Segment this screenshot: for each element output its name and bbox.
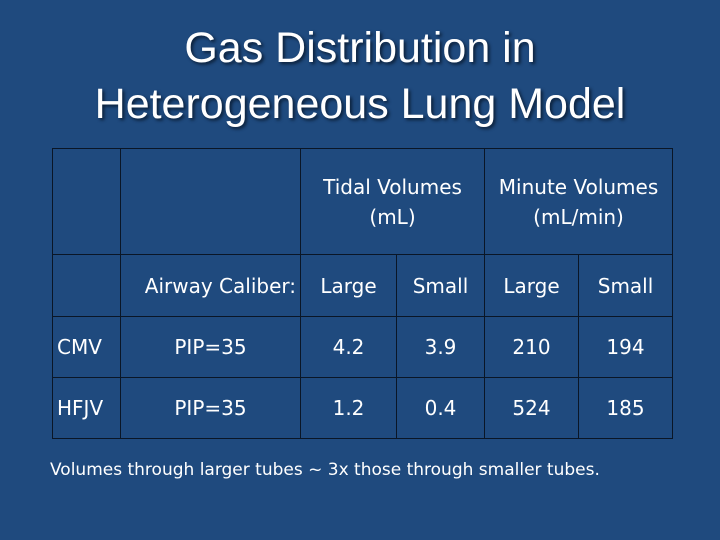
slide-title: Gas Distribution in Heterogeneous Lung M…: [0, 20, 720, 132]
tidal-volumes-unit: (mL): [369, 204, 416, 229]
minute-small-cell: 185: [578, 377, 674, 439]
tidal-volumes-header: Tidal Volumes (mL): [299, 148, 486, 255]
empty-header-cell: [120, 148, 301, 255]
empty-corner-cell: [52, 148, 121, 255]
tidal-volumes-label: Tidal Volumes: [323, 174, 462, 199]
caliber-minute-large: Large: [484, 254, 580, 317]
minute-large-cell: 524: [484, 377, 580, 439]
minute-small-cell: 194: [578, 316, 674, 378]
tidal-small-cell: 0.4: [395, 377, 486, 439]
minute-volumes-label: Minute Volumes: [498, 174, 659, 199]
header-row-caliber: Airway Caliber: Large Small Large Small: [52, 254, 674, 317]
table-row: HFJV PIP=35 1.2 0.4 524 185: [52, 377, 674, 439]
mode-cell: HFJV: [52, 377, 121, 439]
minute-volumes-unit: (mL/min): [533, 204, 624, 229]
caliber-minute-small: Small: [578, 254, 674, 317]
tidal-large-cell: 1.2: [300, 377, 397, 439]
gas-distribution-table: Tidal Volumes (mL) Minute Volumes (mL/mi…: [52, 148, 674, 439]
header-row-volumes: Tidal Volumes (mL) Minute Volumes (mL/mi…: [52, 148, 674, 255]
title-line-1: Gas Distribution in: [184, 24, 536, 72]
mode-cell: CMV: [52, 316, 121, 378]
empty-caliber-cell: [52, 254, 121, 317]
caliber-tidal-small: Small: [395, 254, 486, 317]
pip-cell: PIP=35: [120, 316, 301, 378]
tidal-small-cell: 3.9: [395, 316, 486, 378]
airway-caliber-label: Airway Caliber:: [120, 254, 301, 317]
minute-large-cell: 210: [484, 316, 580, 378]
pip-cell: PIP=35: [120, 377, 301, 439]
caliber-tidal-large: Large: [300, 254, 397, 317]
footnote-text: Volumes through larger tubes ~ 3x those …: [50, 460, 600, 480]
title-line-2: Heterogeneous Lung Model: [94, 80, 626, 128]
minute-volumes-header: Minute Volumes (mL/min): [484, 148, 674, 255]
table-row: CMV PIP=35 4.2 3.9 210 194: [52, 316, 674, 378]
tidal-large-cell: 4.2: [300, 316, 397, 378]
